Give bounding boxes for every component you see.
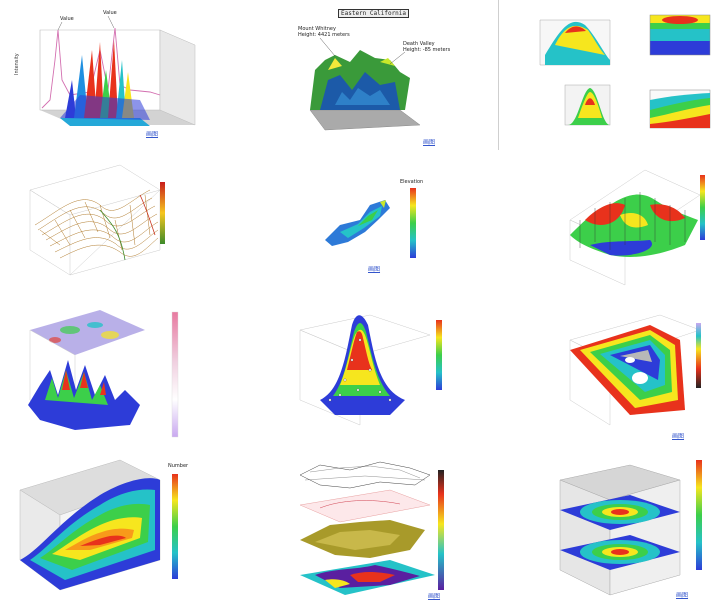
chart-waterfall-svg: Value Value Intensity bbox=[14, 10, 196, 126]
chart-title-eastern-california: Eastern California bbox=[338, 9, 410, 18]
label-mt-whitney-sub: Height: 4421 meters bbox=[298, 32, 350, 38]
colorbar bbox=[696, 460, 702, 570]
legend-top-label: Number bbox=[168, 463, 189, 469]
chart-four-panel bbox=[500, 0, 720, 150]
colorbar bbox=[696, 323, 701, 388]
chart-eastern-california: Eastern California Mount Whitney Height:… bbox=[240, 0, 480, 150]
chart-multilayer: 画图 bbox=[240, 450, 480, 606]
chart-double-svg bbox=[559, 460, 702, 596]
chart-surface-holes: 画图 bbox=[500, 300, 720, 450]
colorbar bbox=[171, 311, 179, 438]
chart-holes-svg bbox=[569, 314, 701, 426]
chart-terrain-svg: Mount Whitney Height: 4421 meters Death … bbox=[298, 26, 451, 131]
chart-errorbar-svg bbox=[569, 169, 705, 286]
colorbar bbox=[410, 188, 416, 258]
chart-four-panel-svg bbox=[539, 14, 711, 129]
chart-elevation-island: Elevation 画图 bbox=[240, 150, 480, 300]
chart-wireframe-svg bbox=[29, 164, 165, 276]
scatter-points bbox=[328, 338, 392, 402]
caption-9[interactable]: 画图 bbox=[428, 593, 441, 600]
chart-box-svg: Number bbox=[19, 459, 189, 591]
colorbar bbox=[160, 182, 165, 244]
caption-3[interactable]: 画图 bbox=[368, 266, 381, 273]
error-bars bbox=[579, 192, 686, 250]
label-elevation: Elevation bbox=[400, 179, 423, 185]
caption-1[interactable]: 画图 bbox=[146, 131, 159, 138]
caption-5[interactable]: 画图 bbox=[672, 433, 685, 440]
wireframe-mesh bbox=[34, 189, 159, 259]
colorbar bbox=[700, 175, 705, 240]
chart-island-svg: Elevation bbox=[325, 179, 423, 258]
caption-11[interactable]: 画图 bbox=[676, 592, 689, 599]
chart-wireframe bbox=[0, 150, 240, 300]
chart-box-surface: Number bbox=[0, 450, 240, 606]
chart-peak-scatter bbox=[240, 300, 480, 450]
chart-stacked-svg bbox=[28, 310, 179, 438]
peak-label-2: Value bbox=[103, 10, 117, 16]
colorbar bbox=[172, 474, 178, 579]
label-death-valley-sub: Height: -85 meters bbox=[403, 47, 451, 53]
waterfall-peaks bbox=[60, 40, 150, 126]
svg-text:Intensity: Intensity bbox=[14, 53, 20, 75]
chart-errorbar-surface bbox=[500, 150, 720, 300]
caption-2[interactable]: 画图 bbox=[423, 139, 436, 146]
colorbar bbox=[438, 470, 444, 590]
chart-double-contour-box: 画图 bbox=[500, 450, 720, 606]
chart-peak-svg bbox=[299, 314, 442, 426]
colorbar bbox=[436, 320, 442, 390]
chart-waterfall-peaks: Value Value Intensity 画图 bbox=[0, 0, 240, 150]
peak-label-1: Value bbox=[60, 16, 74, 22]
chart-stacked-contour-surface bbox=[0, 300, 240, 450]
separator bbox=[498, 0, 499, 150]
chart-multilayer-svg bbox=[299, 461, 444, 595]
label-death-valley: Death Valley bbox=[403, 41, 435, 47]
label-mt-whitney: Mount Whitney bbox=[298, 26, 336, 32]
